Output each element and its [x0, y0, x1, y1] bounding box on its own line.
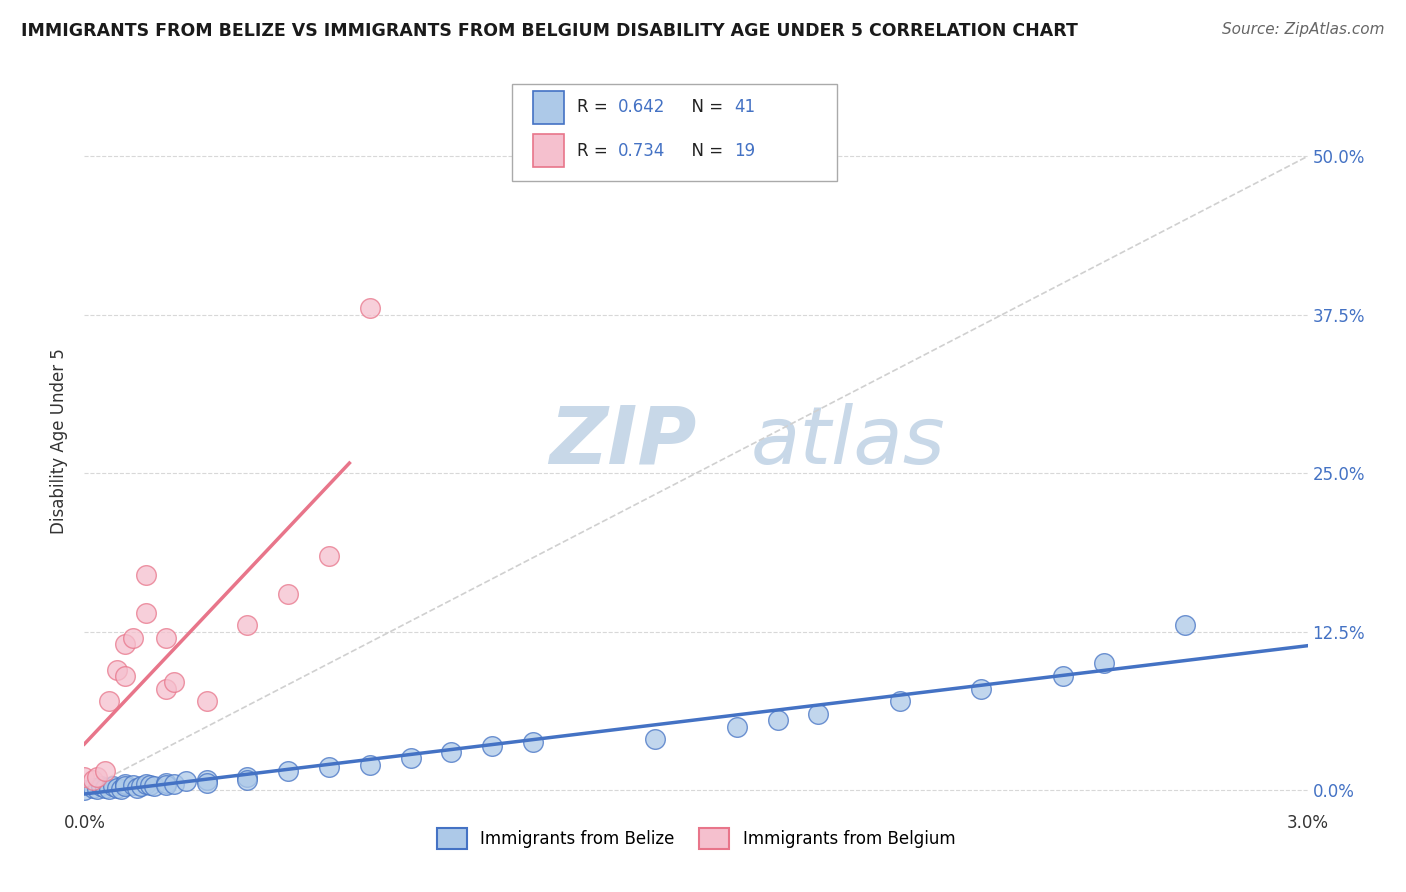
Point [93, 780, 117, 795]
Point [195, 775, 218, 789]
Point [195, 694, 218, 708]
Point [236, 771, 259, 785]
Point [86, 781, 108, 796]
Point [131, 780, 153, 794]
Point [236, 772, 259, 787]
Legend: Immigrants from Belize, Immigrants from Belgium: Immigrants from Belize, Immigrants from … [437, 829, 955, 848]
Point [522, 735, 544, 749]
Point [73, 783, 96, 797]
Point [155, 775, 177, 789]
Point [155, 778, 177, 792]
Point [277, 587, 299, 601]
Point [277, 764, 299, 778]
Point [155, 681, 177, 696]
FancyBboxPatch shape [533, 91, 564, 124]
Point [807, 707, 830, 722]
Point [135, 606, 157, 620]
Point [90, 780, 112, 794]
Point [1174, 618, 1197, 632]
Text: R =: R = [578, 142, 613, 160]
Point [318, 549, 340, 563]
Point [86, 771, 108, 785]
Text: 0.734: 0.734 [617, 142, 665, 160]
Point [97, 694, 120, 708]
Text: N =: N = [682, 142, 728, 160]
Point [127, 780, 149, 795]
Point [110, 781, 132, 796]
Point [766, 714, 789, 728]
Text: 0.642: 0.642 [617, 98, 665, 116]
Point [114, 637, 136, 651]
Point [93, 764, 117, 778]
Point [105, 780, 128, 795]
Point [359, 301, 381, 316]
Point [399, 751, 422, 765]
Point [97, 781, 120, 796]
Point [970, 681, 993, 696]
Point [138, 778, 160, 792]
Text: IMMIGRANTS FROM BELIZE VS IMMIGRANTS FROM BELGIUM DISABILITY AGE UNDER 5 CORRELA: IMMIGRANTS FROM BELIZE VS IMMIGRANTS FRO… [21, 22, 1078, 40]
Point [135, 777, 157, 791]
Text: 41: 41 [734, 98, 755, 116]
Point [122, 631, 145, 645]
Text: Source: ZipAtlas.com: Source: ZipAtlas.com [1222, 22, 1385, 37]
Point [195, 772, 218, 787]
Point [1052, 669, 1074, 683]
Point [114, 669, 136, 683]
Point [481, 739, 503, 753]
Point [440, 745, 463, 759]
Point [176, 774, 198, 789]
FancyBboxPatch shape [513, 84, 837, 181]
Text: 19: 19 [734, 142, 755, 160]
FancyBboxPatch shape [533, 135, 564, 167]
Point [82, 780, 104, 795]
Point [73, 771, 96, 785]
Point [318, 760, 340, 774]
Text: R =: R = [578, 98, 613, 116]
Text: N =: N = [682, 98, 728, 116]
Point [114, 780, 136, 794]
Point [135, 567, 157, 582]
Point [359, 757, 381, 772]
Point [1092, 657, 1115, 671]
Point [101, 780, 124, 794]
Point [142, 780, 165, 794]
Point [163, 777, 186, 791]
Point [122, 778, 145, 792]
Point [644, 732, 666, 747]
Text: atlas: atlas [751, 402, 946, 481]
Point [236, 618, 259, 632]
Text: ZIP: ZIP [550, 402, 696, 481]
Point [163, 675, 186, 690]
Point [725, 720, 748, 734]
Point [114, 777, 136, 791]
Point [155, 631, 177, 645]
Point [105, 663, 128, 677]
Point [889, 694, 911, 708]
Y-axis label: Disability Age Under 5: Disability Age Under 5 [51, 349, 69, 534]
Point [82, 772, 104, 787]
